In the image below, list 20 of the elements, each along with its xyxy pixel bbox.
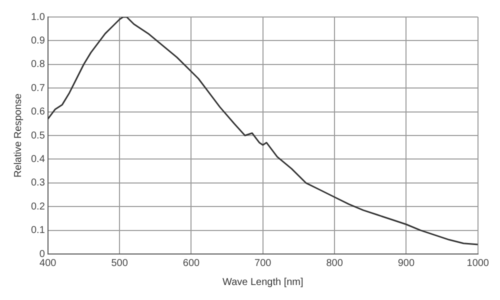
y-tick-label: 0.1 [30, 225, 46, 236]
y-tick-label: 0.7 [30, 82, 46, 94]
x-tick-label: 1000 [466, 258, 490, 269]
x-tick-label: 900 [398, 258, 415, 269]
x-tick-label: 600 [182, 258, 200, 269]
y-tick-label: 0 [39, 248, 46, 260]
x-axis-title: Wave Length [nm] [222, 276, 304, 288]
x-tick-label: 800 [326, 258, 344, 269]
x-tick-label: 500 [111, 258, 128, 269]
y-tick-label: 0.9 [30, 35, 46, 46]
y-tick-label: 0.3 [30, 178, 46, 189]
y-tick-label: 0.6 [30, 106, 46, 118]
y-tick-label: 0.5 [30, 130, 46, 142]
x-tick-label: 400 [40, 258, 57, 269]
x-tick-label: 700 [254, 258, 272, 269]
y-tick-label: 0.4 [30, 154, 46, 165]
y-tick-label: 1.0 [30, 12, 46, 23]
y-tick-label: 0.2 [30, 201, 46, 212]
y-axis-title: Relative Response [12, 93, 24, 178]
y-tick-label: 0.8 [30, 59, 46, 70]
